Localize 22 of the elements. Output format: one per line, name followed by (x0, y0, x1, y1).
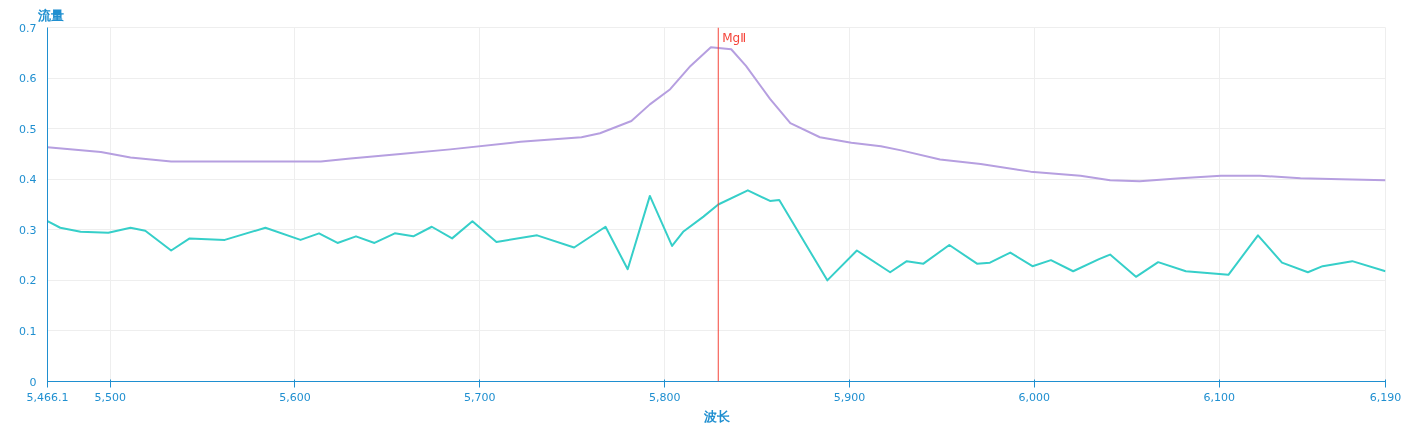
x-tick-label: 5,600 (279, 390, 311, 404)
y-tick-label: 0 (29, 375, 37, 389)
y-axis-title: 流量 (36, 7, 64, 23)
y-tick-label: 0.4 (19, 173, 37, 187)
y-tick-label: 0.1 (19, 324, 37, 338)
y-tick-label: 0.2 (19, 274, 37, 288)
x-tick-label: 5,700 (464, 390, 496, 404)
y-tick-label: 0.5 (19, 122, 37, 136)
x-tick-label: 5,800 (648, 390, 681, 404)
y-tick-label: 0.3 (19, 223, 37, 237)
x-tick-label: 5,500 (94, 390, 126, 404)
y-tick-label: 0.6 (19, 72, 37, 86)
x-axis-title: 波长 (702, 408, 731, 424)
x-tick-label: 6,000 (1018, 390, 1051, 404)
line-series (47, 46, 1386, 183)
line-series (47, 189, 1386, 282)
x-tick-label: 5,466.1 (26, 390, 69, 404)
x-tick-label: 5,900 (833, 390, 866, 404)
ref-line-label: MgⅡ (722, 30, 747, 45)
x-tick-label: 6,100 (1203, 390, 1235, 404)
x-tick-label: 6,190 (1369, 390, 1402, 404)
y-tick-label: 0.7 (19, 21, 37, 35)
